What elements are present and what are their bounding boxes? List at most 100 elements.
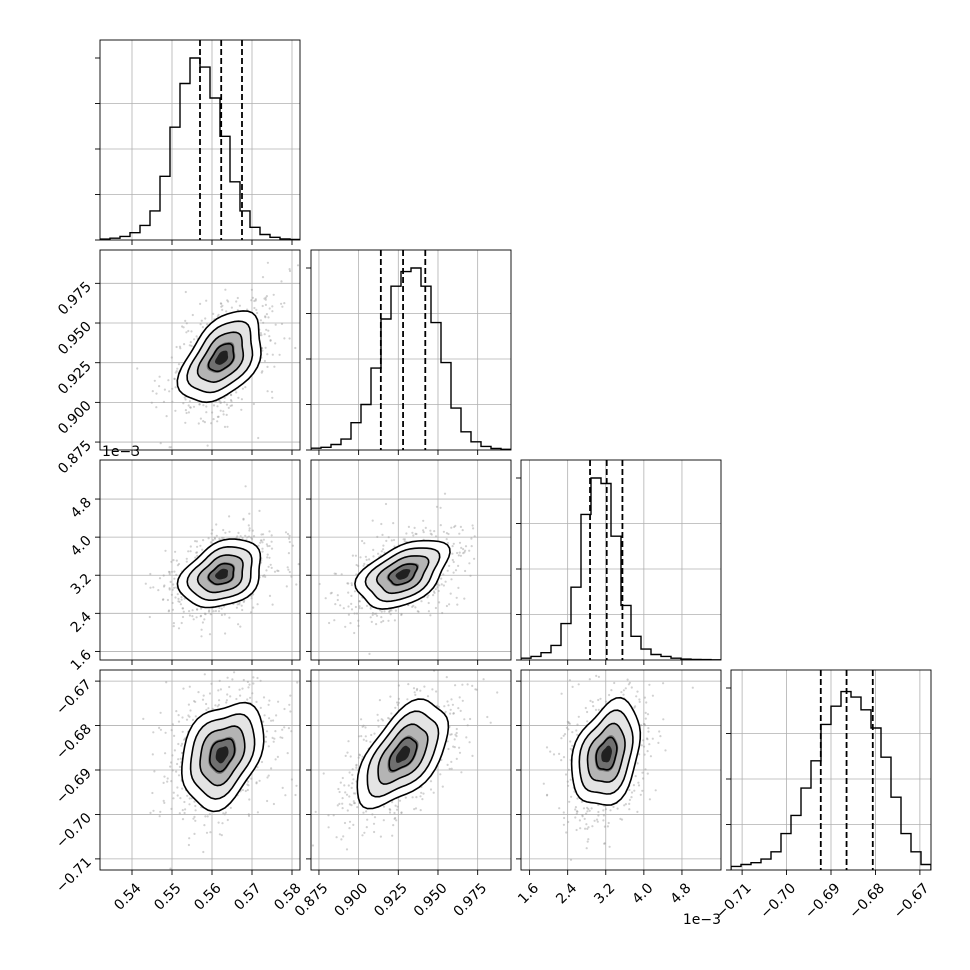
sample-point [177,627,181,630]
sample-point [290,575,293,578]
sample-point [188,837,191,840]
sample-point [350,584,353,587]
sample-point [313,296,315,298]
sample-point [396,805,399,808]
sample-point [348,803,351,806]
sample-point [419,809,422,812]
sample-point [462,552,465,555]
sample-point [159,442,162,445]
sample-point [415,796,418,799]
sample-point [184,319,187,322]
sample-point [183,811,186,815]
sample-point [171,754,174,757]
sample-point [458,746,461,749]
sample-point [642,745,646,748]
y-tick-label: −0.70 [53,810,95,852]
sample-point [647,727,650,730]
sample-point [440,583,443,586]
sample-point [659,735,662,738]
sample-point [327,826,330,829]
sample-point [230,306,233,309]
sample-point [450,698,453,701]
sample-point [265,569,268,572]
sample-point [267,774,270,777]
density-contour [377,723,429,785]
sample-point [457,586,460,590]
sample-point [247,535,251,538]
sample-point [260,371,263,374]
sample-point [290,778,293,781]
sample-point [651,694,655,697]
sample-point [586,827,589,831]
sample-point [168,446,171,449]
x-tick-label: 2.4 [553,880,580,907]
sample-point [277,569,280,573]
sample-point [546,793,549,796]
sample-point [259,319,262,322]
sample-point [183,738,186,741]
sample-point [393,817,396,821]
sample-point [181,787,184,790]
sample-point [165,415,168,418]
sample-point [392,538,396,542]
sample-point [592,705,595,708]
sample-point [355,766,358,769]
sample-point [263,574,266,577]
sample-point [362,564,365,567]
sample-point [255,308,258,311]
sample-point [383,610,386,613]
sample-point [411,605,414,609]
sample-point [658,730,661,733]
sample-point [239,625,242,628]
sample-point [180,596,183,599]
sample-point [260,760,264,764]
sample-point [362,724,365,727]
sample-point [194,804,197,808]
sample-point [208,633,212,636]
sample-point [637,784,641,787]
sample-point [252,402,255,406]
sample-point [185,557,188,560]
sample-point [202,420,205,423]
sample-point [180,621,183,625]
sample-point [413,526,416,530]
sample-point [263,359,266,363]
sample-point [236,535,239,538]
sample-point [435,690,438,693]
sample-point [171,723,174,726]
sample-point [282,666,284,668]
sample-point [183,597,186,600]
sample-point [199,302,202,305]
sample-point [218,537,221,540]
sample-point [164,549,167,552]
sample-point [450,767,453,770]
histogram-step [311,267,511,450]
sample-point [191,615,194,618]
sample-point [646,750,649,753]
sample-point [151,791,154,795]
sample-point [270,534,273,537]
sample-point [381,719,384,722]
x-tick-label: −0.71 [713,880,755,922]
sample-point [250,536,253,539]
sample-point [280,302,283,305]
sample-point [630,791,634,794]
sample-point [542,782,545,785]
sample-point [184,409,187,412]
sample-point [181,325,184,328]
sample-point [270,540,273,543]
sample-point [186,794,189,797]
sample-point [171,601,174,605]
sample-point [262,533,265,536]
sample-point [163,775,166,778]
sample-point [628,798,632,802]
sample-point [369,607,372,610]
sample-point [395,819,398,822]
panel-frame [310,249,512,451]
sample-point [645,701,648,704]
x-tick-label: −0.70 [758,880,800,922]
sample-point [170,570,174,573]
sample-point [562,823,566,826]
sample-point [183,396,186,399]
sample-point [265,295,268,298]
